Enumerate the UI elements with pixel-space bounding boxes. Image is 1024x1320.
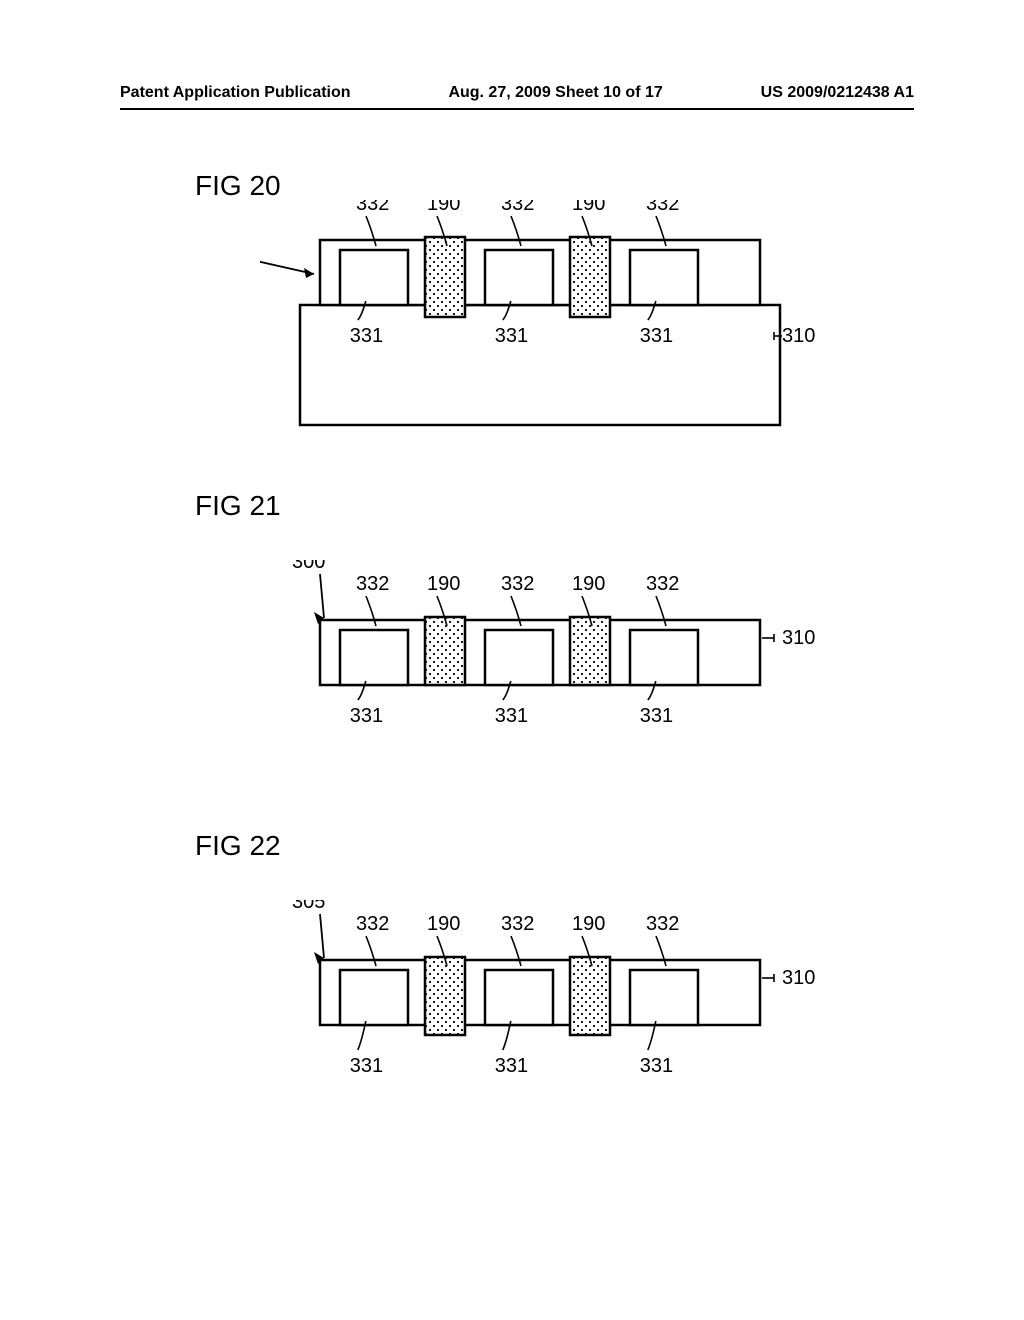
ref-label-bottom: 331 <box>350 705 383 727</box>
figure-diagram: 332 190 332 190 332 331 331 331 310 305 <box>260 900 820 1110</box>
dotted-rect <box>425 957 465 1035</box>
ref-label-top: 190 <box>572 200 605 215</box>
ref-label-right: 310 <box>782 967 815 989</box>
dotted-rect <box>570 237 610 317</box>
baseplate-rect <box>300 305 780 425</box>
dotted-rect <box>570 617 610 685</box>
figure-label: FIG 22 <box>195 830 281 862</box>
page-header: Patent Application Publication Aug. 27, … <box>120 84 914 102</box>
ref-label-right: 310 <box>782 627 815 649</box>
ref-label-top: 332 <box>646 913 679 935</box>
element-rect <box>630 250 698 305</box>
ref-label-top: 332 <box>501 573 534 595</box>
element-rect <box>485 630 553 685</box>
ref-label-assembly: 300 <box>292 560 325 573</box>
ref-label-top: 332 <box>646 573 679 595</box>
ref-label-top: 332 <box>501 913 534 935</box>
leader-line <box>320 574 324 618</box>
element-rect <box>340 970 408 1025</box>
ref-label-assembly: 305 <box>292 900 325 913</box>
header-center: Aug. 27, 2009 Sheet 10 of 17 <box>448 84 662 102</box>
ref-label-right: 310 <box>782 325 815 347</box>
element-rect <box>630 970 698 1025</box>
dotted-rect <box>425 617 465 685</box>
figure-label: FIG 20 <box>195 170 281 202</box>
ref-label-bottom: 331 <box>495 1055 528 1077</box>
header-left: Patent Application Publication <box>120 84 351 102</box>
ref-label-bottom: 331 <box>495 325 528 347</box>
ref-label-top: 332 <box>356 913 389 935</box>
leader-line <box>320 914 324 958</box>
ref-label-top: 332 <box>501 200 534 215</box>
element-rect <box>630 630 698 685</box>
dotted-rect <box>425 237 465 317</box>
ref-label-bottom: 331 <box>350 1055 383 1077</box>
ref-label-top: 332 <box>356 200 389 215</box>
ref-label-top: 190 <box>427 200 460 215</box>
figure-diagram: 332190332190332331331331310330 <box>260 200 820 460</box>
ref-label-top: 332 <box>646 200 679 215</box>
element-rect <box>485 250 553 305</box>
element-rect <box>485 970 553 1025</box>
ref-label-top: 190 <box>427 573 460 595</box>
figure-label: FIG 21 <box>195 490 281 522</box>
element-rect <box>340 630 408 685</box>
ref-label-top: 190 <box>427 913 460 935</box>
ref-label-bottom: 331 <box>640 325 673 347</box>
ref-label-top: 190 <box>572 573 605 595</box>
figure-diagram: 332 190 332 190 332 331 331 331 310 300 <box>260 560 820 760</box>
ref-label-bottom: 331 <box>495 705 528 727</box>
ref-label-top: 190 <box>572 913 605 935</box>
ref-label-bottom: 331 <box>640 705 673 727</box>
dotted-rect <box>570 957 610 1035</box>
ref-label-bottom: 331 <box>640 1055 673 1077</box>
ref-label-bottom: 331 <box>350 325 383 347</box>
header-rule <box>120 108 914 110</box>
element-rect <box>340 250 408 305</box>
header-right: US 2009/0212438 A1 <box>761 84 914 102</box>
ref-label-top: 332 <box>356 573 389 595</box>
